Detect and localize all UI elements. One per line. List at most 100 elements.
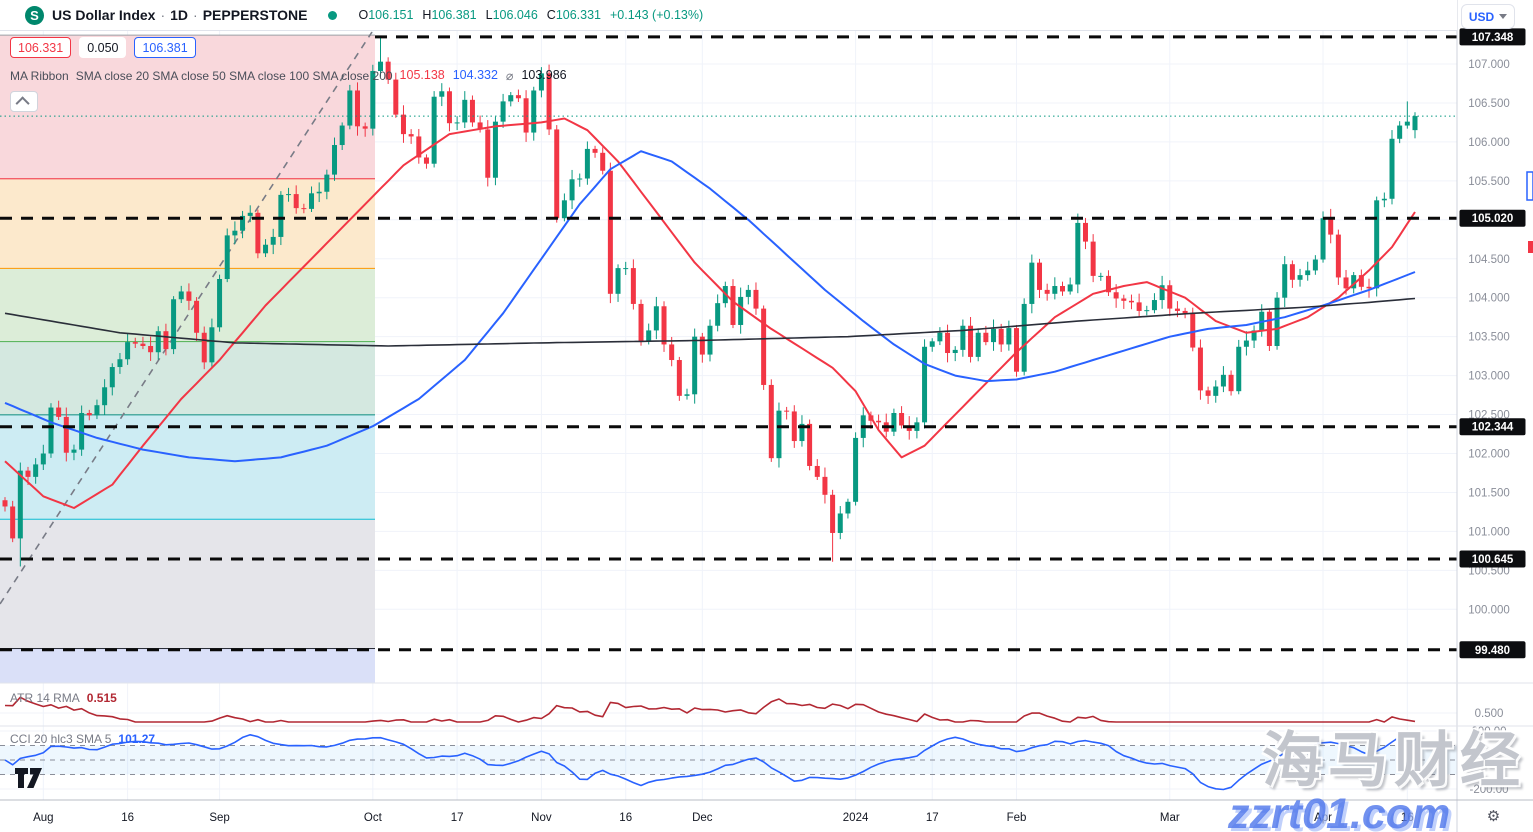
currency-dropdown[interactable]: USD xyxy=(1461,4,1515,29)
clipped-label-sliver-blue xyxy=(1526,171,1533,201)
candle xyxy=(462,99,468,123)
level-price-label-text: 100.645 xyxy=(1472,554,1514,566)
price-tick-label: 104.000 xyxy=(1468,293,1510,305)
candle xyxy=(1197,347,1203,391)
candle xyxy=(362,126,368,129)
candle xyxy=(431,96,437,164)
price-range-spread-chip[interactable]: 0.050 xyxy=(79,37,127,58)
main-pane-layer xyxy=(0,31,1418,683)
candle xyxy=(1351,275,1357,289)
candle xyxy=(531,90,537,133)
candle xyxy=(1320,218,1326,260)
low-label: L xyxy=(485,8,493,22)
candle xyxy=(178,291,184,300)
candle xyxy=(1251,330,1257,341)
candle xyxy=(1059,286,1065,292)
atr-title[interactable]: ATR 14 RMA xyxy=(10,691,80,705)
candle xyxy=(33,464,39,477)
time-tick-label[interactable]: 17 xyxy=(451,812,464,824)
candle xyxy=(638,303,644,342)
symbol-name[interactable]: US Dollar Index xyxy=(52,7,156,23)
axis-settings-gear-icon[interactable]: ⚙ xyxy=(1483,806,1504,827)
candle xyxy=(492,121,498,178)
ma-line-sma200 xyxy=(4,297,1416,347)
time-tick-label[interactable]: Feb xyxy=(1007,812,1027,824)
candle xyxy=(247,212,253,216)
time-tick-label[interactable]: 2024 xyxy=(843,812,869,824)
collapse-legend-button[interactable] xyxy=(10,91,38,112)
candle xyxy=(439,91,445,97)
candle xyxy=(538,73,544,91)
candle xyxy=(1174,308,1180,311)
candle xyxy=(1282,264,1288,298)
timeframe-label[interactable]: 1D xyxy=(170,7,189,23)
symbol-logo-icon[interactable]: S xyxy=(25,5,44,25)
zone-band xyxy=(0,268,375,343)
symbol-title[interactable]: US Dollar Index · 1D · PEPPERSTONE xyxy=(52,7,308,23)
time-tick-label[interactable]: Mar xyxy=(1160,812,1180,824)
price-tick-label: 106.000 xyxy=(1468,137,1510,149)
candle xyxy=(1128,300,1134,303)
price-range-high-chip[interactable]: 106.381 xyxy=(134,37,196,58)
time-tick-label[interactable]: 16 xyxy=(1401,812,1414,824)
time-tick-label[interactable]: 16 xyxy=(121,812,134,824)
price-range-low-chip[interactable]: 106.331 xyxy=(10,37,72,58)
top-toolbar: S US Dollar Index · 1D · PEPPERSTONE O106.15… xyxy=(0,0,1457,30)
candle xyxy=(224,235,230,280)
time-tick-label[interactable]: 16 xyxy=(619,812,632,824)
candle xyxy=(975,332,981,357)
candle xyxy=(692,336,698,395)
time-tick-label[interactable]: Nov xyxy=(531,812,552,824)
candle xyxy=(40,453,46,465)
candle xyxy=(554,129,560,219)
candle xyxy=(1220,374,1226,387)
candle xyxy=(891,412,897,432)
time-tick-label[interactable]: Oct xyxy=(364,812,383,824)
candle xyxy=(1037,262,1043,290)
candle xyxy=(1297,275,1303,280)
close-label: C xyxy=(546,8,556,22)
cci-title[interactable]: CCI 20 hlc3 SMA 5 xyxy=(10,732,112,746)
time-tick-label[interactable]: Aug xyxy=(33,812,53,824)
cci-pane-legend[interactable]: CCI 20 hlc3 SMA 5 101.27 xyxy=(10,732,155,746)
ma-line-sma20 xyxy=(4,117,1416,509)
level-price-label xyxy=(1459,418,1526,436)
time-tick-label[interactable]: Dec xyxy=(692,812,713,824)
trendline[interactable] xyxy=(0,31,373,605)
time-tick-label[interactable]: Apr xyxy=(1314,812,1332,824)
candle xyxy=(561,200,567,219)
zone-band xyxy=(0,519,375,650)
ma-ribbon-title[interactable]: MA Ribbon xyxy=(10,68,69,83)
zone-band xyxy=(0,649,375,683)
tradingview-logo[interactable] xyxy=(14,767,48,791)
candle xyxy=(569,179,575,201)
candle xyxy=(761,308,767,385)
candle xyxy=(1412,116,1418,131)
price-axis[interactable] xyxy=(1457,0,1533,832)
candle xyxy=(117,359,123,368)
candle xyxy=(1236,346,1242,392)
ma-ribbon-legend[interactable]: MA Ribbon SMA close 20 SMA close 50 SMA … xyxy=(10,68,567,83)
candle xyxy=(952,349,958,354)
ma-value-sma20: 105.138 xyxy=(399,68,445,82)
candle xyxy=(301,208,307,210)
candle xyxy=(1374,200,1380,289)
candle xyxy=(347,90,353,126)
atr-pane-legend[interactable]: ATR 14 RMA 0.515 xyxy=(10,691,117,705)
price-tick-label: 106.500 xyxy=(1468,98,1510,110)
candle xyxy=(454,122,460,124)
time-tick-label[interactable]: 17 xyxy=(926,812,939,824)
candle xyxy=(17,470,23,539)
candle xyxy=(1090,241,1096,276)
provider-label[interactable]: PEPPERSTONE xyxy=(202,7,308,23)
candle xyxy=(876,420,882,423)
ma-value-sma100: ⌀ xyxy=(505,69,514,83)
candle xyxy=(998,328,1004,345)
candle xyxy=(1312,259,1318,271)
candle xyxy=(592,148,598,153)
price-tick-label: 104.500 xyxy=(1468,254,1510,266)
cci-value: 101.27 xyxy=(118,732,156,746)
time-tick-label[interactable]: Sep xyxy=(209,812,229,824)
